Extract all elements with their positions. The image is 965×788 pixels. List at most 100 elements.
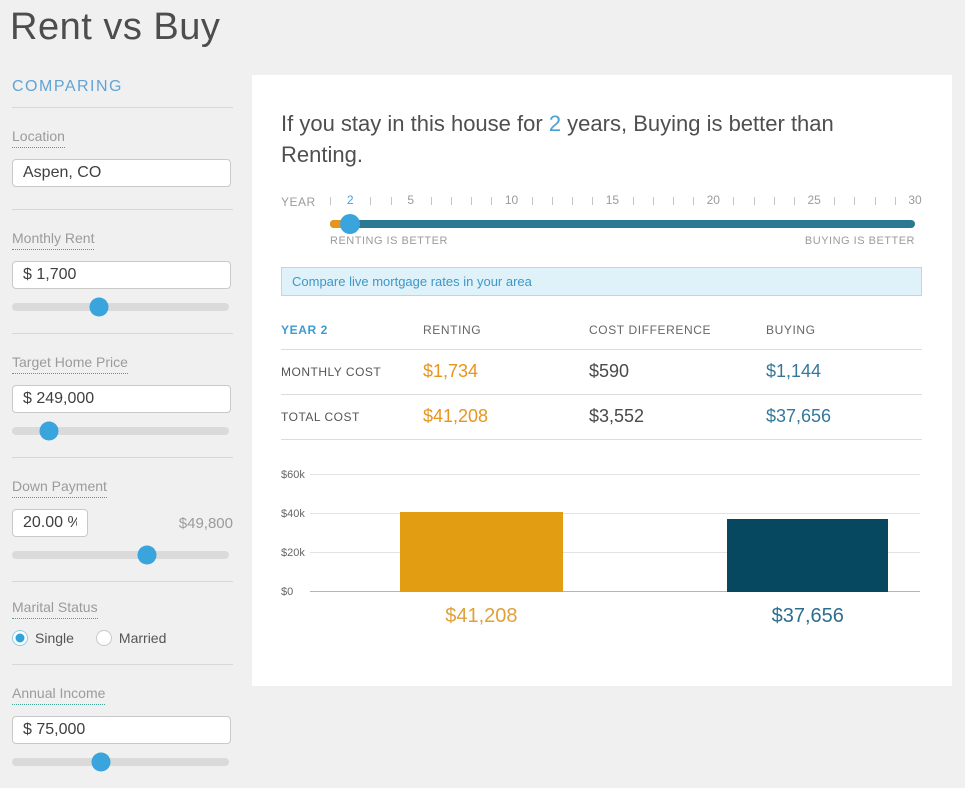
year-tick-21 xyxy=(733,197,735,205)
radio-option-single[interactable]: Single xyxy=(12,630,74,646)
table-header-row: YEAR 2 RENTING COST DIFFERENCE BUYING xyxy=(281,317,922,350)
monthly-cost-difference: $590 xyxy=(589,361,630,381)
monthly-rent-input[interactable] xyxy=(12,261,231,289)
table-header-year: YEAR 2 xyxy=(281,323,328,337)
year-tick-15: 15 xyxy=(605,193,620,207)
year-tick-3 xyxy=(370,197,372,205)
radio-option-label: Married xyxy=(118,630,167,646)
location-input[interactable] xyxy=(12,159,231,187)
ytick-label-$40k: $40k xyxy=(281,508,305,521)
cost-bar-chart: $0 $20k $40k $60k $41,208 $37,656 xyxy=(281,440,922,640)
target-home-price-slider[interactable] xyxy=(12,421,229,441)
year-tick-14 xyxy=(592,197,594,205)
target-home-price-label: Target Home Price xyxy=(12,354,233,374)
year-slider-handle[interactable] xyxy=(340,214,361,234)
gridline-$0 xyxy=(310,591,920,592)
headline-prefix: If you stay in this house for xyxy=(281,111,549,136)
annual-income-slider[interactable] xyxy=(12,752,229,772)
year-tick-22 xyxy=(753,197,755,205)
bar-value-label-buying: $37,656 xyxy=(771,605,844,627)
down-payment-slider[interactable] xyxy=(12,545,229,565)
headline-suffix: years, Buying is better than Renting. xyxy=(281,111,834,167)
monthly-rent-slider[interactable] xyxy=(12,297,229,317)
year-tick-7 xyxy=(451,197,453,205)
total-cost-renting: $41,208 xyxy=(423,406,489,426)
year-tick-4 xyxy=(390,197,392,205)
radio-option-married[interactable]: Married xyxy=(95,630,167,646)
table-header-renting: RENTING xyxy=(423,323,482,337)
year-tick-28 xyxy=(874,197,876,205)
table-header-buying: BUYING xyxy=(766,323,816,337)
monthly-cost-label: MONTHLY COST xyxy=(281,364,382,379)
year-slider-track[interactable] xyxy=(330,220,915,228)
year-slider[interactable] xyxy=(330,214,915,234)
year-tick-30: 30 xyxy=(908,193,922,207)
headline-years: 2 xyxy=(548,111,562,136)
year-ticks: 2 5 10 15 20 25 30 xyxy=(330,193,922,209)
bar-buying xyxy=(727,518,889,592)
year-tick-12 xyxy=(551,197,553,205)
comparing-heading: COMPARING xyxy=(12,78,233,108)
radio-option-label: Single xyxy=(35,630,74,646)
year-tick-16 xyxy=(632,197,634,205)
monthly-cost-buying: $1,144 xyxy=(766,361,822,381)
chart-plot: $0 $20k $40k $60k $41,208 $37,656 xyxy=(281,469,920,627)
annual-income-input[interactable] xyxy=(12,716,231,744)
total-cost-buying: $37,656 xyxy=(766,406,832,426)
annual-income-label: Annual Income xyxy=(12,685,233,705)
slider-captions: RENTING IS BETTER BUYING IS BETTER xyxy=(330,235,915,247)
field-location: Location xyxy=(12,108,233,210)
year-scale-label: YEAR xyxy=(281,195,316,209)
year-tick-24 xyxy=(793,197,795,205)
monthly-rent-slider-handle[interactable] xyxy=(89,297,109,317)
year-tick-1 xyxy=(330,197,331,205)
annual-income-slider-handle[interactable] xyxy=(91,752,111,772)
down-payment-label: Down Payment xyxy=(12,478,233,498)
down-payment-amount: $49,800 xyxy=(178,514,233,532)
table-header-cost-difference: COST DIFFERENCE xyxy=(589,323,712,337)
year-tick-23 xyxy=(773,197,775,205)
year-tick-5: 5 xyxy=(407,193,415,207)
ytick-label-$0: $0 xyxy=(281,586,294,598)
year-tick-20: 20 xyxy=(706,193,720,207)
gridline-$20k xyxy=(310,552,920,554)
marital-status-label: Marital Status xyxy=(12,599,233,619)
monthly-rent-label: Monthly Rent xyxy=(12,230,233,250)
field-marital-status: Marital Status Single Married xyxy=(12,582,233,665)
gridline-$60k xyxy=(310,474,920,475)
monthly-cost-renting: $1,734 xyxy=(423,361,479,381)
field-target-home-price: Target Home Price xyxy=(12,334,233,458)
year-tick-27 xyxy=(854,197,856,205)
year-tick-26 xyxy=(834,197,836,205)
year-tick-29 xyxy=(894,197,896,205)
bar-renting xyxy=(399,511,563,592)
year-tick-9 xyxy=(491,197,493,205)
year-tick-6 xyxy=(430,197,432,205)
year-tick-2: 2 xyxy=(346,193,354,207)
sidebar: COMPARING Location Monthly Rent Target H… xyxy=(12,78,233,788)
ytick-label-$20k: $20k xyxy=(281,547,305,560)
location-label: Location xyxy=(12,128,233,148)
page-title: Rent vs Buy xyxy=(10,6,221,48)
buying-better-caption: BUYING IS BETTER xyxy=(804,235,915,247)
down-payment-slider-handle[interactable] xyxy=(137,545,157,565)
year-scale: YEAR 2 5 10 15 20 25 30 xyxy=(281,193,922,209)
year-tick-17 xyxy=(652,197,654,205)
target-home-price-input[interactable] xyxy=(12,385,231,413)
year-tick-10: 10 xyxy=(504,193,519,207)
field-down-payment: Down Payment $49,800 xyxy=(12,458,233,582)
target-home-price-slider-handle[interactable] xyxy=(39,421,59,441)
down-payment-input[interactable] xyxy=(12,509,88,537)
gridline-$40k xyxy=(310,513,920,515)
year-tick-13 xyxy=(572,197,574,205)
year-tick-18 xyxy=(672,197,674,205)
cost-table: YEAR 2 RENTING COST DIFFERENCE BUYING MO… xyxy=(281,317,922,440)
radio-unselected-icon[interactable] xyxy=(95,630,112,646)
year-tick-25: 25 xyxy=(807,193,821,207)
total-cost-label: TOTAL COST xyxy=(281,409,360,424)
radio-selected-icon[interactable] xyxy=(12,630,28,646)
marital-status-radio-group: Single Married xyxy=(12,630,233,646)
year-tick-8 xyxy=(471,197,473,205)
table-row-total-cost: TOTAL COST $41,208 $3,552 $37,656 xyxy=(281,395,922,440)
mortgage-rates-banner[interactable]: Compare live mortgage rates in your area xyxy=(281,267,922,296)
